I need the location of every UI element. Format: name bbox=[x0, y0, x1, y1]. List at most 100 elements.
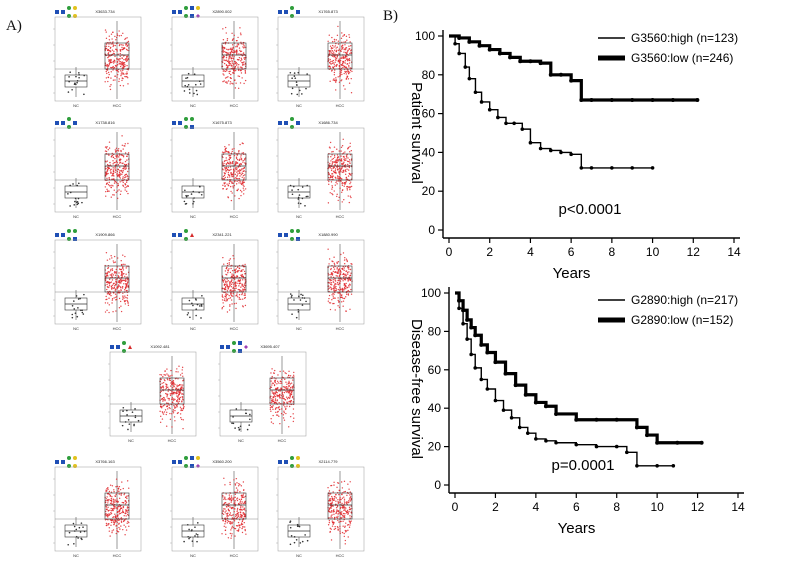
y-tick-label: 100 bbox=[415, 29, 435, 43]
hcc-box bbox=[104, 265, 130, 293]
p-value-annotation: p<0.0001 bbox=[559, 201, 622, 218]
hcc-box bbox=[221, 153, 247, 181]
km-point bbox=[509, 416, 514, 420]
km-point bbox=[558, 72, 563, 77]
hcc-box bbox=[327, 492, 353, 520]
km-point bbox=[538, 146, 543, 151]
boxplot-a3: X1765.873 NC HCC bbox=[268, 5, 368, 113]
km-point bbox=[473, 90, 478, 95]
group-label-hcc: HCC bbox=[168, 438, 177, 443]
km-plot-2: 0 20 40 60 80 100 0 2 4 6 8 10 12 14 Years Disease-free… bbox=[408, 286, 745, 537]
km-point bbox=[518, 59, 523, 64]
km-point bbox=[503, 371, 508, 376]
km-point bbox=[655, 464, 659, 468]
km-point bbox=[473, 333, 478, 338]
y-tick-label: 80 bbox=[428, 324, 442, 338]
km-point bbox=[554, 440, 558, 445]
km-point bbox=[589, 166, 594, 170]
group-label-hcc: HCC bbox=[336, 553, 345, 558]
boxplot-title: X1092.481 bbox=[150, 344, 170, 349]
boxplot-a9: X1880.990 NC HCC bbox=[268, 228, 368, 336]
boxplot-a14: X2114.779 NC HCC bbox=[268, 455, 368, 563]
boxplot-title: X1686.734 bbox=[318, 120, 338, 125]
legend-label: G3560:high (n=123) bbox=[631, 31, 738, 45]
km-point bbox=[477, 43, 482, 48]
km-point bbox=[487, 47, 492, 52]
km-point bbox=[461, 308, 466, 313]
km-point bbox=[614, 444, 619, 449]
km-point bbox=[543, 404, 548, 409]
km-point bbox=[528, 59, 533, 64]
km-point bbox=[548, 148, 553, 153]
km-point bbox=[453, 41, 457, 46]
km-point bbox=[525, 431, 530, 435]
boxplot-frame bbox=[171, 127, 259, 213]
boxplot-title: X3560.200 bbox=[212, 459, 232, 464]
km-point bbox=[538, 61, 543, 66]
km-point bbox=[479, 342, 484, 347]
km-point bbox=[614, 417, 619, 422]
km-point bbox=[670, 98, 675, 103]
group-label-hcc: HCC bbox=[230, 553, 239, 558]
boxplot-a11: X3695.407 NC HCC bbox=[210, 340, 310, 448]
boxplot-frame bbox=[109, 351, 197, 437]
km-plot-1: 0 20 40 60 80 100 0 2 4 6 8 10 12 14 Years Patient surv… bbox=[408, 29, 741, 282]
group-label-nc: NC bbox=[190, 326, 196, 331]
boxplot-frame bbox=[171, 16, 259, 102]
group-label-nc: NC bbox=[296, 103, 302, 108]
boxplot-frame bbox=[54, 127, 142, 213]
x-tick-label: 14 bbox=[727, 245, 741, 259]
boxplot-a13: X3560.200 NC HCC bbox=[162, 455, 262, 563]
group-label-nc: NC bbox=[128, 438, 134, 443]
km-point bbox=[465, 317, 470, 322]
group-label-hcc: HCC bbox=[336, 214, 345, 219]
x-tick-label: 0 bbox=[446, 245, 453, 259]
group-label-nc: NC bbox=[296, 553, 302, 558]
hcc-box bbox=[159, 377, 185, 405]
km-point bbox=[517, 425, 522, 430]
km-point bbox=[479, 377, 484, 382]
km-point bbox=[610, 166, 614, 170]
km-point bbox=[579, 98, 584, 103]
y-tick-label: 0 bbox=[428, 223, 435, 237]
x-tick-label: 12 bbox=[691, 500, 705, 514]
km-point bbox=[650, 166, 655, 170]
hcc-box bbox=[104, 42, 130, 70]
y-tick-label: 60 bbox=[422, 107, 436, 121]
group-label-hcc: HCC bbox=[113, 326, 122, 331]
x-axis-label: Years bbox=[558, 520, 596, 537]
boxplot-title: X1880.990 bbox=[318, 232, 338, 237]
km-point bbox=[609, 98, 614, 103]
legend-label: G2890:high (n=217) bbox=[631, 293, 738, 307]
boxplot-title: X1675.873 bbox=[212, 120, 232, 125]
km-point bbox=[485, 350, 490, 355]
km-point bbox=[554, 411, 559, 416]
boxplot-frame bbox=[277, 16, 365, 102]
x-tick-label: 4 bbox=[527, 245, 534, 259]
x-axis-label: Years bbox=[553, 265, 591, 282]
boxplot-frame bbox=[277, 127, 365, 213]
km-point bbox=[497, 51, 502, 56]
group-label-nc: NC bbox=[296, 326, 302, 331]
panel-b-label: B) bbox=[383, 8, 398, 24]
hcc-box bbox=[327, 153, 353, 181]
km-point bbox=[467, 39, 472, 44]
hcc-box bbox=[221, 42, 247, 70]
x-tick-label: 14 bbox=[731, 500, 745, 514]
km-point bbox=[512, 121, 516, 126]
y-tick-label: 0 bbox=[434, 478, 441, 492]
group-label-nc: NC bbox=[190, 103, 196, 108]
km-point bbox=[467, 76, 472, 81]
group-label-hcc: HCC bbox=[230, 103, 239, 108]
km-point bbox=[504, 121, 508, 126]
km-point bbox=[574, 417, 579, 422]
group-label-hcc: HCC bbox=[230, 214, 239, 219]
km-point bbox=[594, 444, 599, 449]
boxplot-title: X3766.163 bbox=[95, 459, 115, 464]
km-series-low bbox=[449, 34, 698, 102]
km-point bbox=[544, 439, 548, 443]
boxplot-frame bbox=[219, 351, 307, 437]
km-point bbox=[461, 321, 465, 326]
boxplot-title: X2341.221 bbox=[212, 232, 232, 237]
